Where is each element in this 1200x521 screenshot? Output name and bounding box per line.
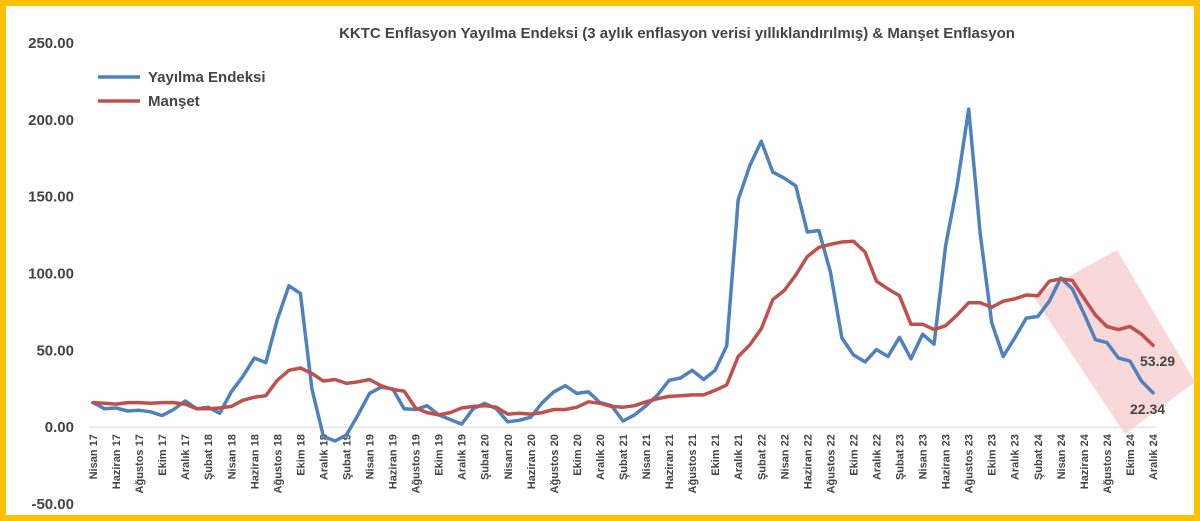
x-tick-label: Haziran 24 [1079, 433, 1091, 489]
x-tick-label: Ekim 20 [572, 434, 584, 476]
y-tick-label: -50.00 [31, 496, 74, 513]
x-tick-label: Ağustos 21 [687, 434, 699, 493]
x-tick-label: Haziran 21 [664, 434, 676, 489]
highlight-band [1033, 250, 1195, 434]
x-tick-label: Aralık 18 [318, 434, 330, 480]
x-tick-label: Ağustos 22 [825, 434, 837, 493]
x-tick-label: Haziran 17 [111, 434, 123, 489]
x-tick-label: Ağustos 18 [272, 434, 284, 493]
x-tick-label: Haziran 20 [526, 434, 538, 489]
x-tick-label: Aralık 17 [180, 434, 192, 480]
x-tick-label: Nisan 23 [918, 434, 930, 479]
x-tick-label: Haziran 19 [388, 434, 400, 489]
x-tick-label: Nisan 17 [88, 434, 100, 479]
x-tick-label: Ekim 22 [848, 434, 860, 476]
x-tick-label: Aralık 19 [457, 434, 469, 480]
series-line-yayilma-endeksi [91, 107, 1155, 443]
data-label-manset-last: 53.29 [1140, 353, 1175, 369]
x-tick-label: Ekim 24 [1125, 433, 1137, 475]
x-tick-label: Aralık 21 [733, 434, 745, 480]
x-tick-label: Nisan 18 [226, 434, 238, 479]
x-tick-label: Şubat 23 [895, 434, 907, 480]
y-tick-label: 100.00 [28, 266, 74, 283]
x-tick-label: Haziran 22 [802, 434, 814, 489]
x-tick-label: Nisan 22 [779, 434, 791, 479]
highlight-band-layer [1033, 250, 1195, 434]
x-tick-label: Aralık 23 [1010, 434, 1022, 480]
x-tick-label: Ağustos 24 [1102, 433, 1114, 493]
x-tick-label: Şubat 20 [480, 434, 492, 480]
x-tick-label: Nisan 19 [365, 434, 377, 479]
x-tick-label: Aralık 20 [595, 434, 607, 480]
series-line-manset [91, 239, 1155, 417]
x-tick-label: Şubat 22 [756, 434, 768, 480]
x-tick-label: Aralık 22 [871, 434, 883, 480]
legend-label-yayilma: Yayılma Endeksi [148, 69, 266, 86]
series-layer [91, 107, 1155, 443]
y-tick-label: 150.00 [28, 189, 74, 206]
chart-title: KKTC Enflasyon Yayılma Endeksi (3 aylık … [339, 25, 1015, 42]
x-tick-label: Haziran 18 [249, 434, 261, 489]
x-tick-label: Şubat 24 [1033, 433, 1045, 480]
y-axis: -50.00 0.00 50.00 100.00 150.00 200.00 250.00 [28, 35, 74, 513]
x-tick-label: Ağustos 19 [411, 434, 423, 493]
x-tick-label: Şubat 18 [203, 434, 215, 480]
legend-label-manset: Manşet [148, 93, 200, 110]
x-tick-label: Ağustos 17 [134, 434, 146, 493]
x-tick-label: Ağustos 20 [549, 434, 561, 493]
x-tick-label: Ağustos 23 [964, 434, 976, 493]
x-tick-label: Ekim 21 [710, 434, 722, 476]
x-tick-label: Ekim 18 [295, 434, 307, 476]
y-tick-label: 200.00 [28, 112, 74, 129]
y-tick-label: 250.00 [28, 35, 74, 52]
x-axis: Nisan 17 Haziran 17 Ağustos 17 Ekim 17 Aralı… [88, 433, 1160, 493]
x-tick-label: Şubat 19 [341, 434, 353, 480]
x-tick-label: Nisan 21 [641, 434, 653, 479]
x-tick-label: Ekim 17 [157, 434, 169, 476]
data-label-yayilma-last: 22.34 [1130, 401, 1165, 417]
legend: Yayılma Endeksi Manşet [98, 69, 266, 110]
x-tick-label: Şubat 21 [618, 434, 630, 480]
x-tick-label: Haziran 23 [941, 434, 953, 489]
y-tick-label: 50.00 [36, 342, 74, 359]
x-tick-label: Nisan 20 [503, 434, 515, 479]
x-tick-label: Aralık 24 [1148, 433, 1160, 480]
x-tick-label: Ekim 23 [987, 434, 999, 476]
y-tick-label: 0.00 [45, 419, 74, 436]
x-tick-label: Nisan 24 [1056, 433, 1068, 479]
x-tick-label: Ekim 19 [434, 434, 446, 476]
